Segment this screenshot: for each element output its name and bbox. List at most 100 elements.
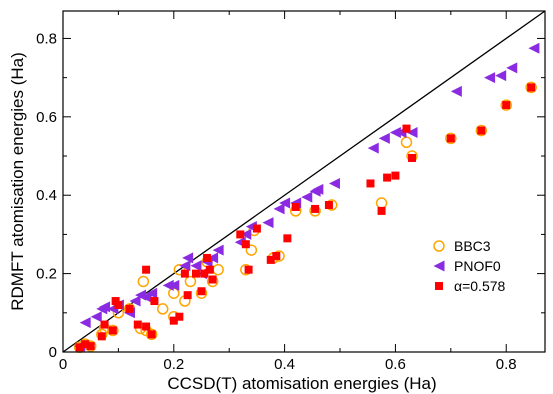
series-1 — [74, 42, 540, 352]
data-point — [147, 330, 156, 339]
data-point — [212, 263, 224, 276]
data-point — [168, 279, 180, 291]
data-point — [169, 316, 178, 325]
data-point — [525, 81, 537, 94]
data-point — [402, 124, 411, 133]
data-point — [445, 132, 457, 145]
data-point — [182, 252, 194, 264]
data-point — [366, 179, 375, 188]
data-point — [133, 320, 142, 329]
data-point — [375, 197, 388, 209]
data-point — [179, 260, 191, 272]
data-point — [408, 153, 417, 162]
data-point — [197, 287, 206, 296]
y-tick-label: 0.8 — [36, 30, 57, 47]
data-points-layer — [73, 42, 540, 354]
data-point — [207, 252, 219, 264]
data-point — [311, 204, 320, 213]
data-point — [180, 269, 189, 278]
data-point — [301, 191, 313, 203]
data-point — [156, 303, 169, 315]
x-tick-label: 0.4 — [274, 356, 295, 373]
data-point — [391, 171, 400, 180]
data-point — [125, 304, 134, 313]
data-point — [252, 224, 261, 233]
data-point — [208, 275, 217, 284]
data-point — [146, 287, 158, 299]
data-point — [272, 251, 281, 260]
x-axis-title: CCSD(T) atomisation energies (Ha) — [167, 374, 436, 393]
data-point — [203, 253, 212, 262]
x-tick-label: 0.2 — [163, 356, 184, 373]
data-point — [450, 85, 462, 97]
data-point — [266, 255, 275, 264]
data-point — [142, 265, 151, 274]
data-point — [502, 101, 511, 110]
data-point — [400, 136, 413, 149]
data-point — [184, 275, 197, 288]
data-point — [137, 275, 150, 288]
x-tick-label: 0.6 — [385, 356, 406, 373]
data-point — [312, 183, 324, 195]
data-point — [205, 265, 214, 274]
data-point — [168, 287, 180, 299]
data-point — [446, 134, 455, 143]
data-point — [145, 328, 158, 341]
data-point — [129, 295, 141, 307]
data-point — [495, 70, 507, 82]
plot-frame — [62, 10, 546, 353]
y-tick-label: 0.6 — [36, 109, 57, 126]
data-point — [527, 83, 536, 92]
data-point — [279, 197, 291, 209]
data-point — [114, 300, 123, 309]
legend: BBC3 PNOF0 α=0.578 — [433, 238, 506, 294]
data-point — [475, 124, 488, 137]
data-point — [484, 72, 496, 84]
data-point — [200, 269, 209, 278]
data-point — [241, 240, 250, 249]
data-point — [328, 177, 340, 189]
data-point — [142, 322, 151, 331]
data-point — [528, 42, 540, 54]
data-point — [500, 99, 512, 111]
data-point — [367, 142, 379, 154]
data-point — [212, 244, 224, 256]
data-point — [81, 340, 90, 349]
data-point — [108, 326, 117, 335]
data-point — [190, 260, 202, 272]
data-point — [262, 217, 274, 229]
tick-layer: 0 0.2 0.4 0.6 0.8 0 0.2 0.4 0.6 0.8 — [36, 11, 545, 373]
data-point — [236, 230, 245, 239]
x-tick-label: 0 — [59, 356, 67, 373]
x-tick-label: 0.8 — [496, 356, 517, 373]
data-point — [377, 206, 386, 215]
y-tick-label: 0.4 — [36, 187, 57, 204]
series-2 — [75, 83, 536, 352]
y-tick-label: 0.2 — [36, 266, 57, 283]
data-point — [383, 173, 392, 182]
legend-marker — [435, 282, 443, 290]
legend-label: α=0.578 — [454, 278, 506, 294]
legend-marker — [433, 240, 445, 252]
data-point — [406, 127, 418, 139]
data-point — [240, 228, 252, 240]
legend-marker — [433, 260, 445, 272]
data-point — [283, 234, 292, 243]
data-point — [244, 265, 253, 274]
data-point — [79, 317, 91, 329]
y-axis-title: RDMFT atomisation energies (Ha) — [8, 52, 27, 311]
data-point — [75, 343, 84, 352]
data-point — [183, 291, 192, 300]
data-point — [162, 279, 174, 291]
legend-label: PNOF0 — [454, 258, 501, 274]
data-point — [150, 297, 159, 306]
data-point — [324, 201, 333, 210]
series-0 — [73, 81, 537, 354]
data-point — [175, 312, 184, 321]
legend-label: BBC3 — [454, 238, 491, 254]
data-point — [389, 127, 401, 139]
data-point — [506, 62, 518, 74]
data-point — [86, 342, 95, 351]
data-point — [90, 311, 102, 323]
data-point — [477, 126, 486, 135]
